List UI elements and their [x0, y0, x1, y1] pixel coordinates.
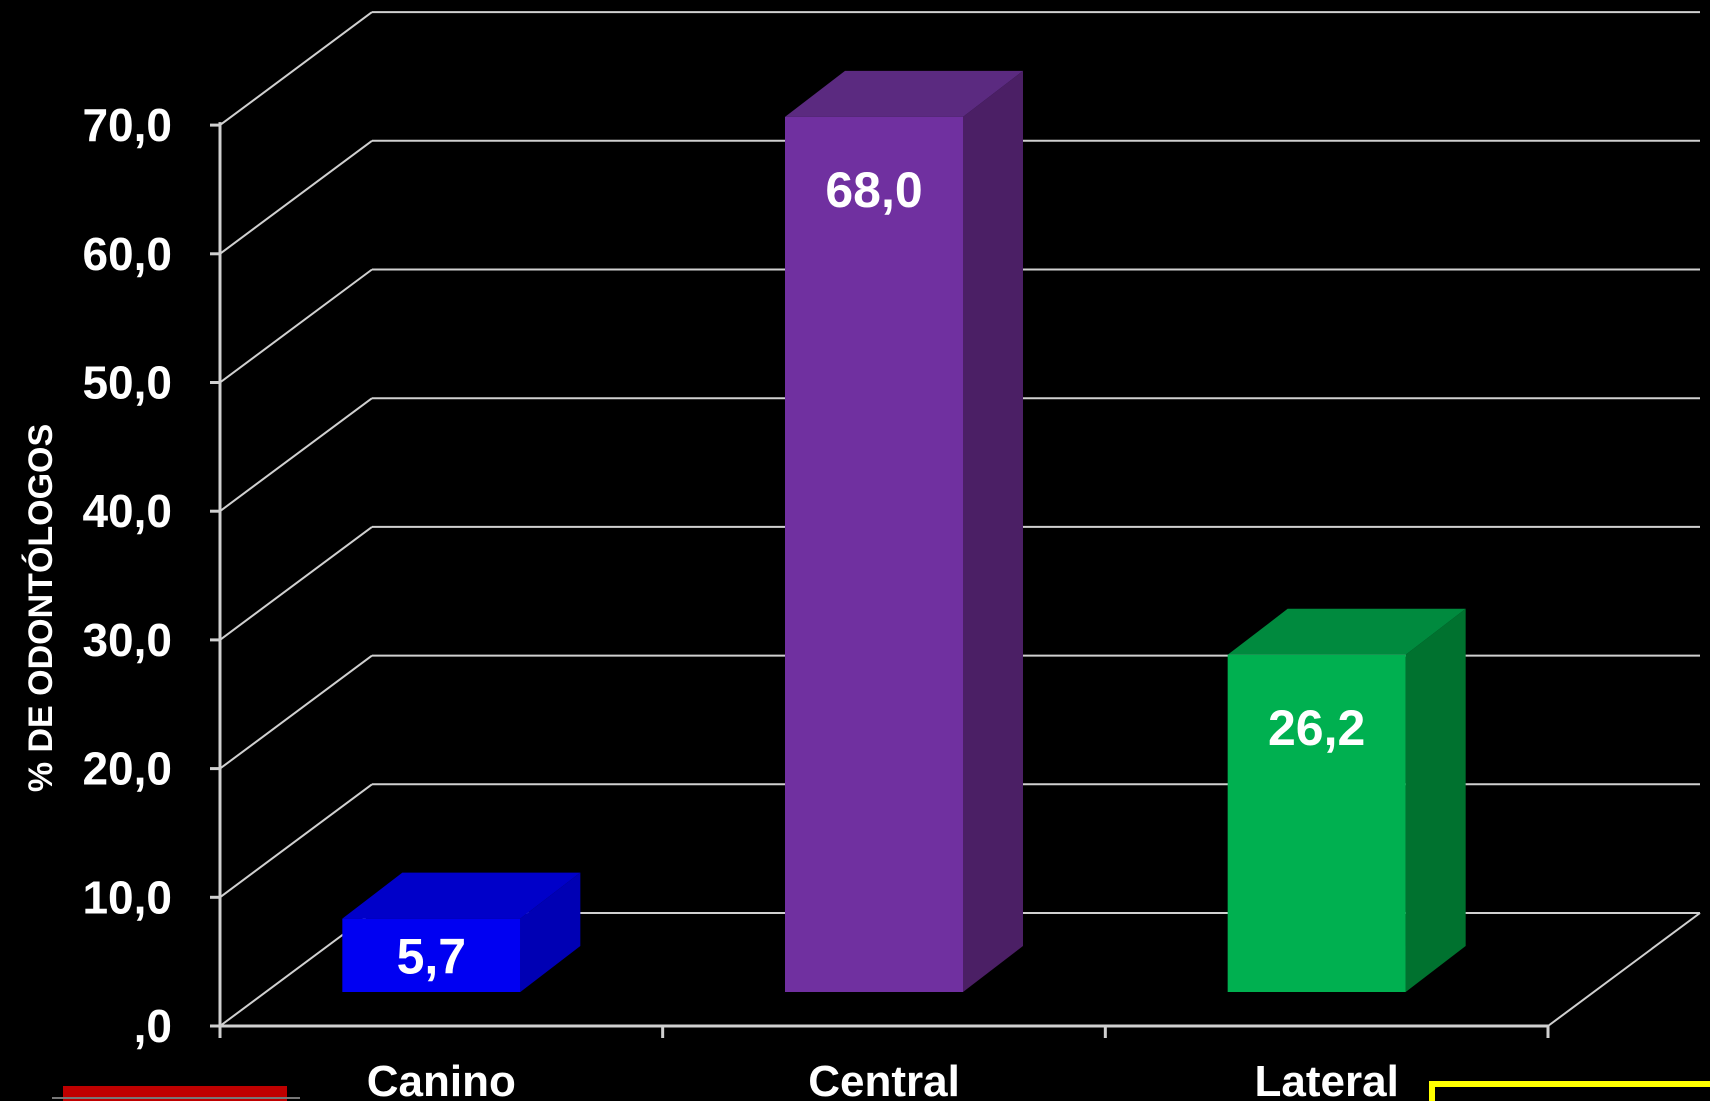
labels-layer: ,0 10,0 20,0 30,0 40,0 50,0 60,0 70,0 Canino Cent… — [82, 99, 1398, 1101]
y-tick-label: 10,0 — [82, 871, 172, 923]
bar — [785, 70, 1023, 993]
y-tick-label: 40,0 — [82, 485, 172, 537]
bar — [1227, 608, 1466, 992]
y-tick-label: 20,0 — [82, 743, 172, 795]
gridline-diagonal — [219, 654, 373, 770]
data-label: 5,7 — [397, 928, 467, 984]
bar-side — [963, 70, 1023, 993]
y-tick-label: ,0 — [134, 1000, 172, 1052]
x-tick-label: Canino — [367, 1057, 516, 1101]
gridline-diagonal — [219, 139, 373, 255]
y-tick-label: 50,0 — [82, 357, 172, 409]
floor-right-edge — [1547, 912, 1701, 1027]
data-label: 26,2 — [1268, 700, 1365, 756]
gridline-diagonal — [219, 397, 373, 513]
bar-side — [520, 872, 581, 992]
bar-top — [785, 70, 1023, 117]
bar-front — [342, 918, 521, 992]
gridline-diagonal — [219, 268, 373, 384]
bar — [342, 872, 581, 992]
bar-top — [1227, 608, 1466, 655]
x-tick-label: Lateral — [1255, 1057, 1399, 1101]
bar-top — [342, 872, 581, 919]
gridline-diagonal — [219, 783, 373, 899]
decorations — [52, 1081, 1710, 1101]
bar-side — [1405, 608, 1466, 992]
gridline-diagonal — [219, 11, 373, 126]
bar-front — [1227, 654, 1406, 992]
y-axis-title: % DE ODONTÓLOGOS — [22, 424, 60, 792]
bar-front — [785, 116, 963, 993]
yellow-box — [1429, 1081, 1710, 1101]
grid-layer — [210, 11, 1701, 1038]
y-tick-label: 30,0 — [82, 614, 172, 666]
data-label: 68,0 — [825, 162, 922, 218]
y-tick-label: 70,0 — [82, 99, 172, 151]
y-tick-label: 60,0 — [82, 228, 172, 280]
x-tick-label: Central — [808, 1057, 960, 1101]
bars-layer — [342, 70, 1466, 993]
gridline-diagonal — [219, 526, 373, 641]
